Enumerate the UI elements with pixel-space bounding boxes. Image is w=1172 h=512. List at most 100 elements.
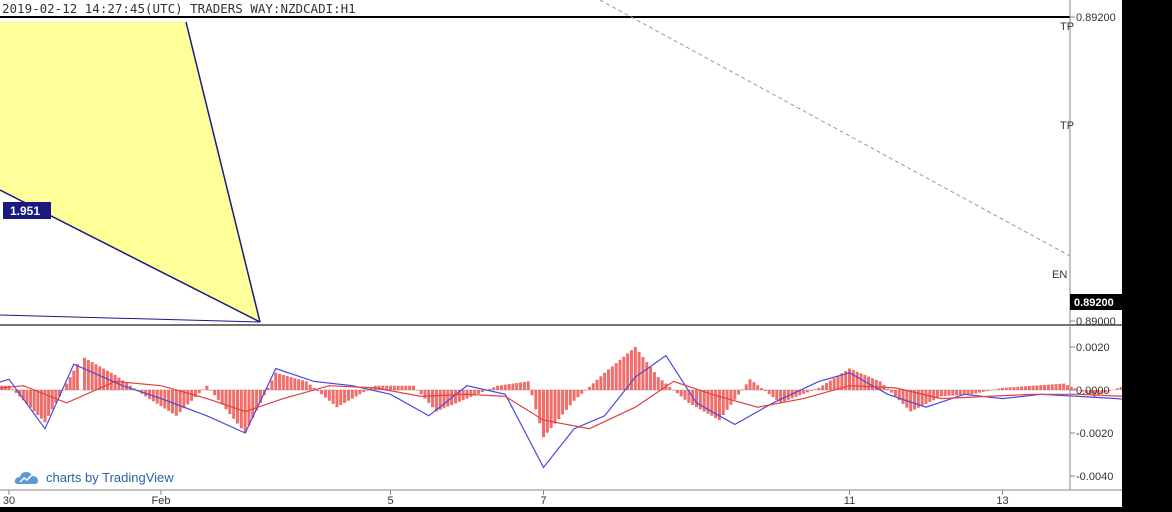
macd-hist-bar-95	[339, 390, 343, 406]
macd-hist-bar-238	[886, 388, 890, 390]
macd-hist-bar-111	[400, 385, 404, 390]
macd-hist-bar-113	[408, 385, 412, 390]
macd-hist-bar-168	[618, 359, 622, 390]
macd-hist-bar-81	[285, 376, 289, 390]
price-axis[interactable]: 0.904000.902000.900000.898000.896000.894…	[1070, 0, 1116, 328]
macd-hist-bar-142	[519, 382, 523, 390]
macd-hist-bar-147	[538, 390, 542, 424]
macd-hist-bar-66	[228, 390, 232, 415]
macd-hist-bar-216	[802, 390, 806, 394]
macd-hist-bar-274	[1023, 386, 1027, 390]
macd-hist-bar-228	[848, 368, 851, 390]
macd-hist-bar-32	[98, 366, 102, 390]
harmonic-pattern[interactable]	[0, 21, 261, 323]
macd-hist-bar-192	[710, 390, 714, 416]
macd-hist-bar-181	[668, 386, 672, 390]
macd-hist-bar-78	[274, 372, 278, 390]
macd-hist-bar-263	[981, 390, 985, 392]
macd-hist-bar-31	[94, 364, 98, 390]
macd-hist-bar-169	[622, 356, 626, 390]
macd-hist-bar-94	[335, 390, 339, 408]
macd-hist-bar-182	[672, 390, 676, 391]
macd-hist-bar-103	[369, 387, 373, 390]
price-tick-label-6: 0.89200	[1076, 12, 1116, 24]
macd-hist-bar-22	[57, 390, 61, 397]
macd-hist-bar-84	[297, 379, 301, 390]
macd-hist-bar-298	[1115, 388, 1119, 390]
macd-hist-bar-174	[641, 357, 645, 390]
macd-hist-bar-57	[193, 390, 197, 397]
price-levels[interactable]	[0, 0, 1070, 18]
macd-hist-bar-287	[1073, 388, 1077, 390]
macd-hist-bar-106	[381, 385, 385, 390]
macd-tick-label-0: 0.0020	[1076, 342, 1110, 354]
macd-hist-bar-236	[878, 381, 882, 390]
time-tick-label-3: 7	[540, 495, 546, 507]
macd-hist-bar-18	[43, 390, 47, 423]
macd-hist-bar-49	[163, 390, 167, 409]
signal-line	[0, 380, 1172, 430]
macd-hist-bar-159	[584, 390, 588, 391]
macd-hist-bar-110	[396, 385, 400, 390]
macd-hist-bar-201	[744, 384, 748, 390]
macd-hist-bar-17	[39, 390, 43, 419]
macd-tick-label-3: -0.0040	[1076, 471, 1113, 483]
macd-hist-bar-160	[587, 386, 591, 390]
tradingview-cloud-icon	[14, 472, 39, 484]
macd-hist-bar-88	[312, 387, 316, 390]
macd-hist-bar-275	[1027, 385, 1031, 390]
trendline[interactable]	[599, 0, 1071, 257]
macd-hist-bar-69	[239, 390, 243, 429]
macd-hist-bar-227	[844, 370, 848, 390]
time-tick-label-4: 11	[844, 495, 855, 507]
macd-hist-bar-156	[572, 390, 576, 401]
macd-hist-bar-116	[419, 390, 423, 395]
macd-hist-bar-279	[1043, 384, 1047, 390]
macd-hist-bar-252	[939, 390, 943, 397]
macd-hist-bar-221	[821, 385, 825, 390]
macd-hist-bar-127	[461, 390, 465, 401]
macd-hist-bar-261	[974, 390, 978, 394]
macd-hist-bar-131	[476, 390, 480, 394]
macd-hist-bar-251	[935, 390, 939, 399]
macd-hist-bar-114	[411, 385, 415, 390]
time-tick-label-0: 30	[3, 495, 15, 507]
macd-hist-bar-299	[1119, 387, 1123, 390]
macd-hist-bar-136	[496, 385, 500, 390]
macd-hist-bar-225	[836, 375, 840, 390]
macd-hist-bar-33	[102, 368, 106, 390]
macd-hist-bar-71	[247, 390, 251, 426]
macd-hist-bar-21	[54, 390, 58, 403]
macd-hist-bar-27	[75, 364, 79, 390]
macd-hist-bar-13	[25, 390, 29, 404]
macd-hist-bar-283	[1058, 383, 1062, 390]
macd-hist-bar-80	[281, 374, 285, 390]
tradingview-watermark[interactable]: charts by TradingView	[14, 469, 174, 485]
macd-hist-bar-90	[320, 390, 324, 395]
macd-hist-bar-240	[893, 390, 897, 397]
macd-hist-bar-35	[109, 372, 113, 390]
macd-pane[interactable]	[0, 347, 1172, 469]
macd-axis[interactable]: 0.0020 0.0000 -0.0020 -0.0040	[1070, 342, 1113, 483]
macd-hist-bar-117	[423, 390, 427, 399]
macd-hist-bar-107	[385, 385, 389, 390]
macd-hist-bar-139	[507, 384, 511, 390]
macd-hist-bar-177	[652, 372, 656, 390]
macd-hist-bar-230	[855, 371, 859, 390]
macd-hist-bar-179	[660, 380, 664, 390]
macd-hist-bar-288	[1077, 390, 1081, 391]
macd-hist-bar-235	[874, 379, 878, 390]
time-axis[interactable]: 30Feb57111315	[3, 490, 1162, 507]
macd-hist-bar-167	[614, 363, 618, 390]
macd-hist-bar-205	[760, 388, 764, 390]
macd-hist-bar-15	[32, 390, 36, 412]
macd-hist-bar-270	[1008, 387, 1012, 390]
macd-hist-bar-277	[1035, 385, 1039, 390]
macd-hist-bar-195	[721, 390, 725, 415]
macd-hist-bar-207	[767, 390, 771, 395]
line-tag-2: EN	[1052, 269, 1067, 281]
macd-hist-bar-220	[817, 387, 821, 390]
macd-hist-bar-135	[492, 387, 496, 390]
